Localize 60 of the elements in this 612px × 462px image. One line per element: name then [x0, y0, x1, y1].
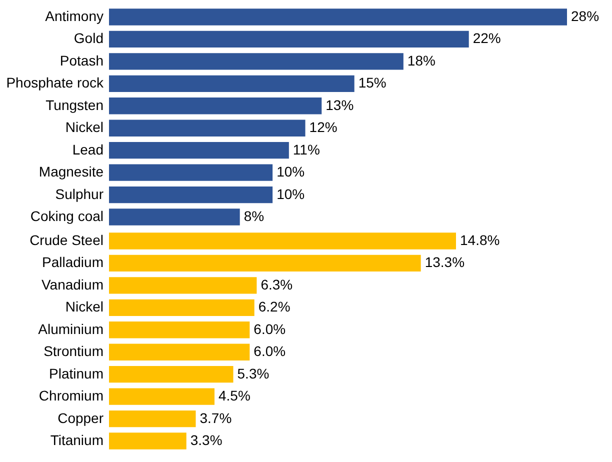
bar [109, 366, 234, 383]
data-label: 8% [244, 208, 264, 224]
data-label: 5.3% [237, 365, 270, 382]
data-label: 22% [472, 30, 501, 46]
y-tick-label: Nickel [65, 298, 104, 315]
y-tick-label: Platinum [49, 365, 104, 382]
y-tick-label: Lead [72, 141, 104, 158]
bar [109, 299, 254, 316]
data-label: 28% [571, 8, 600, 24]
data-label: 11% [292, 141, 320, 158]
bar [109, 208, 240, 226]
y-tick-label: Sulphur [55, 186, 104, 202]
y-tick-label: Strontium [44, 343, 104, 360]
data-label: 3.3% [190, 432, 222, 448]
y-tick-label: Vanadium [41, 276, 104, 292]
data-label: 10% [276, 186, 305, 202]
bar [109, 186, 273, 204]
bar [109, 410, 196, 428]
bar [109, 53, 404, 70]
bar [109, 232, 456, 250]
bar [109, 277, 257, 294]
y-tick-label: Potash [60, 52, 104, 68]
bar [109, 388, 215, 405]
bar [109, 142, 289, 159]
data-label: 13.3% [424, 254, 465, 270]
y-tick-label: Coking coal [30, 208, 104, 224]
y-tick-label: Copper [58, 410, 104, 426]
bar [109, 254, 421, 272]
y-tick-label: Phosphate rock [6, 74, 104, 91]
bar [109, 75, 354, 92]
data-label: 6.0% [254, 343, 286, 360]
data-label: 15% [358, 74, 386, 91]
data-label: 18% [407, 52, 436, 68]
data-label: 13% [326, 96, 354, 113]
y-tick-label: Chromium [38, 388, 104, 404]
data-label: 10% [276, 164, 305, 180]
y-tick-label: Magnesite [38, 164, 104, 180]
y-tick-label: Nickel [65, 119, 104, 136]
bar [109, 8, 567, 26]
data-label: 6.3% [260, 276, 293, 292]
y-tick-label: Crude Steel [30, 232, 104, 248]
bar [109, 322, 250, 338]
y-tick-label: Gold [74, 30, 104, 46]
data-label: 4.5% [218, 388, 250, 404]
data-label: 6.2% [258, 298, 290, 315]
bar [109, 120, 306, 136]
y-tick-label: Aluminium [38, 320, 104, 337]
y-tick-label: Tungsten [46, 96, 104, 113]
y-tick-label: Titanium [50, 432, 104, 448]
bar [109, 164, 273, 181]
data-label: 6.0% [254, 320, 286, 337]
y-tick-label: Palladium [42, 254, 104, 270]
bar [109, 98, 322, 114]
bar [109, 432, 186, 450]
data-label: 14.8% [460, 232, 500, 248]
data-label: 12% [309, 119, 338, 136]
data-label: 3.7% [200, 410, 232, 426]
y-tick-label: Antimony [45, 8, 104, 24]
bar [109, 344, 250, 360]
bar [109, 30, 469, 48]
